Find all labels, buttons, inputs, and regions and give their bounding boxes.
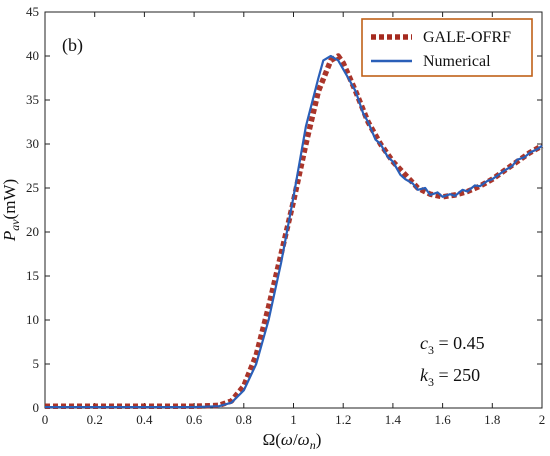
annotation-k3-sub: 3 [428,375,434,389]
y-tick-label: 45 [26,4,39,19]
y-tick-label: 20 [26,224,39,239]
legend-label-numerical: Numerical [423,53,491,70]
y-axis-label-sub: av [8,219,22,231]
x-tick-label: 2 [539,412,546,427]
y-tick-label: 15 [26,268,39,283]
x-tick-label: 0 [42,412,49,427]
x-tick-label: 1.6 [434,412,451,427]
x-tick-label: 1.4 [385,412,402,427]
x-tick-label: 0.8 [236,412,252,427]
ticks-layer: 0 0.2 0.4 0.6 0.8 1 1.2 1.4 1.6 1.8 20510152025303… [26,4,545,427]
y-axis-label-var: P [0,231,19,242]
x-tick-label: 1 [290,412,297,427]
x-axis-label: Ω(ω/ωn) [263,430,322,452]
x-axis-label-main: Ω( [263,430,282,449]
x-axis-label-omega: ω [281,430,293,449]
annotation-c3-var: c [420,333,428,353]
legend-label-gale-ofrf: GALE-OFRF [423,29,511,46]
y-tick-label: 0 [33,400,40,415]
y-tick-label: 40 [26,48,39,63]
y-axis-label-unit: (mW) [0,179,19,220]
annotation-k3: k3 = 250 [420,365,480,389]
x-tick-label: 1.8 [484,412,500,427]
y-tick-label: 5 [33,356,40,371]
y-tick-label: 30 [26,136,39,151]
y-tick-label: 25 [26,180,39,195]
legend-box [361,18,533,77]
annotation-c3-eq: = 0.45 [434,333,485,353]
annotation-k3-eq: = 250 [434,365,480,385]
x-axis-label-slash: / [293,430,298,449]
legend: GALE-OFRF Numerical [361,18,533,77]
y-tick-label: 35 [26,92,39,107]
series-line-numerical [45,54,543,409]
x-tick-label: 0.2 [87,412,103,427]
x-axis-label-omega-n: ω [298,430,310,449]
x-tick-label: 1.2 [335,412,351,427]
panel-label: (b) [62,35,83,56]
annotation-c3: c3 = 0.45 [420,333,485,357]
annotation-k3-var: k [420,365,429,385]
annotation-c3-sub: 3 [428,343,434,357]
y-axis-label: Pav(mW) [0,179,22,242]
series-layer [45,53,544,409]
x-tick-label: 0.6 [186,412,203,427]
x-axis-label-sub: n [310,438,316,452]
y-tick-label: 10 [26,312,39,327]
x-axis-label-close: ) [316,430,322,449]
x-tick-label: 0.4 [136,412,153,427]
